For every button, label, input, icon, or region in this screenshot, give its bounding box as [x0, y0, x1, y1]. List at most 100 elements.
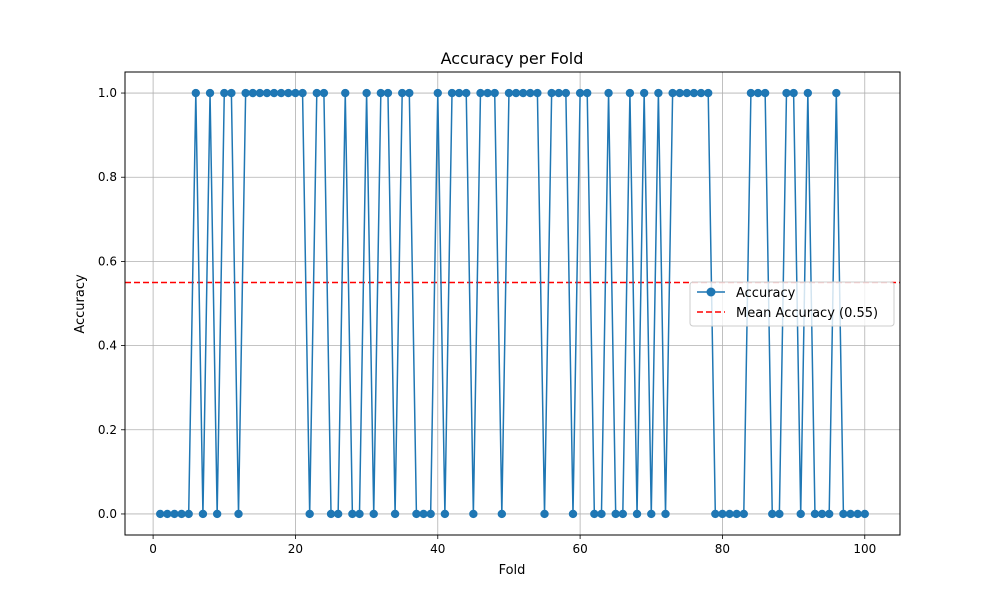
accuracy-point — [526, 88, 535, 98]
x-tick-label: 40 — [430, 542, 445, 556]
accuracy-point — [177, 509, 186, 519]
accuracy-point — [817, 509, 827, 519]
accuracy-point — [497, 509, 507, 519]
accuracy-point — [447, 88, 457, 98]
accuracy-point — [212, 509, 222, 519]
accuracy-point — [704, 88, 713, 98]
accuracy-point — [511, 88, 521, 98]
accuracy-point — [583, 88, 592, 98]
y-tick-label: 0.4 — [98, 339, 117, 353]
accuracy-point — [760, 88, 770, 98]
accuracy-point — [454, 88, 464, 98]
accuracy-point — [248, 88, 257, 98]
accuracy-point — [568, 509, 578, 519]
accuracy-point — [184, 509, 193, 519]
accuracy-point — [390, 509, 400, 519]
accuracy-point — [348, 509, 357, 519]
legend-accuracy-label: Accuracy — [736, 286, 796, 301]
legend: Accuracy Mean Accuracy (0.55) — [689, 281, 895, 327]
accuracy-point — [269, 88, 279, 98]
legend-accuracy-marker — [706, 287, 716, 297]
accuracy-point — [768, 509, 777, 519]
accuracy-point — [397, 88, 407, 98]
accuracy-point — [262, 88, 272, 98]
accuracy-point — [860, 509, 869, 519]
accuracy-point — [170, 509, 179, 519]
accuracy-point — [312, 88, 321, 98]
accuracy-point — [419, 509, 428, 519]
accuracy-point — [540, 509, 549, 519]
accuracy-point — [255, 88, 265, 98]
accuracy-point — [383, 88, 393, 98]
accuracy-point — [611, 509, 620, 519]
accuracy-point — [469, 509, 478, 519]
legend-box — [689, 281, 895, 327]
x-tick-label: 60 — [572, 542, 587, 556]
accuracy-point — [234, 509, 243, 519]
accuracy-point — [775, 509, 784, 519]
accuracy-point — [682, 88, 692, 98]
accuracy-point — [533, 88, 542, 98]
accuracy-point — [156, 509, 165, 519]
y-axis-label: Accuracy — [73, 274, 88, 334]
legend-mean-label: Mean Accuracy (0.55) — [736, 306, 878, 321]
accuracy-point — [696, 88, 706, 98]
accuracy-point — [590, 509, 599, 519]
accuracy-point — [476, 88, 485, 98]
y-tick-label: 0.0 — [98, 507, 117, 521]
accuracy-point — [561, 88, 571, 98]
accuracy-point — [483, 88, 492, 98]
accuracy-point — [412, 509, 421, 519]
x-tick-label: 20 — [288, 542, 303, 556]
accuracy-point — [711, 509, 720, 519]
accuracy-point — [725, 509, 734, 519]
accuracy-point — [554, 88, 563, 98]
accuracy-point — [220, 88, 229, 98]
accuracy-point — [647, 509, 656, 519]
accuracy-point — [796, 509, 805, 519]
accuracy-point — [163, 509, 172, 519]
accuracy-point — [241, 88, 250, 98]
accuracy-point — [846, 509, 855, 519]
accuracy-point — [632, 509, 642, 519]
accuracy-point — [277, 88, 286, 98]
accuracy-point — [604, 88, 613, 98]
accuracy-point — [618, 509, 628, 519]
accuracy-point — [191, 88, 201, 98]
x-axis-label: Fold — [499, 563, 526, 578]
accuracy-point — [355, 509, 364, 519]
accuracy-point — [326, 509, 336, 519]
accuracy-point — [739, 509, 748, 519]
accuracy-point — [575, 88, 585, 98]
chart-title: Accuracy per Fold — [441, 49, 584, 68]
accuracy-point — [462, 88, 471, 98]
accuracy-point — [732, 509, 741, 519]
accuracy-point — [661, 509, 670, 519]
accuracy-point — [227, 88, 236, 98]
accuracy-point — [333, 509, 343, 519]
accuracy-point — [654, 88, 663, 98]
ticks: 0 20 40 60 80 100 0.0 0.2 0.4 0.6 0.8 1.0 — [98, 86, 876, 556]
y-tick-label: 1.0 — [98, 86, 117, 100]
accuracy-point — [839, 509, 848, 519]
accuracy-point — [718, 509, 727, 519]
x-tick-label: 80 — [715, 542, 730, 556]
accuracy-point — [426, 509, 435, 519]
accuracy-point — [853, 509, 862, 519]
accuracy-point — [369, 509, 378, 519]
plot-frame — [124, 71, 901, 536]
accuracy-point — [298, 88, 307, 98]
accuracy-point — [824, 509, 834, 519]
y-tick-label: 0.2 — [98, 423, 117, 437]
accuracy-point — [675, 88, 684, 98]
accuracy-point — [810, 509, 820, 519]
accuracy-point — [668, 88, 677, 98]
accuracy-point — [405, 88, 414, 98]
accuracy-point — [789, 88, 798, 98]
accuracy-point — [205, 88, 215, 98]
accuracy-point — [319, 88, 329, 98]
accuracy-point — [832, 88, 841, 98]
accuracy-point — [689, 88, 699, 98]
accuracy-point — [639, 88, 649, 98]
